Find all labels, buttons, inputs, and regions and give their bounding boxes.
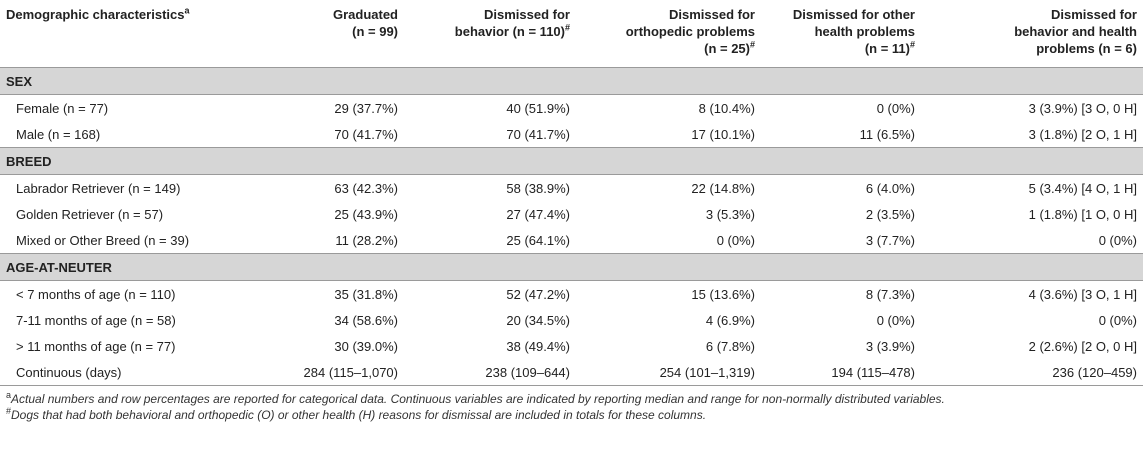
table-row: Mixed or Other Breed (n = 39) 11 (28.2%) 2… bbox=[0, 227, 1143, 254]
row-label: Golden Retriever (n = 57) bbox=[16, 206, 164, 222]
table-cell: 0 (0%) bbox=[716, 232, 755, 248]
row-label: Female (n = 77) bbox=[16, 100, 109, 116]
section-header-row: SEX bbox=[0, 67, 1143, 95]
table-cell: 40 (51.9%) bbox=[506, 100, 570, 116]
table-cell: 22 (14.8%) bbox=[691, 180, 755, 196]
table-cell: 38 (49.4%) bbox=[506, 338, 570, 354]
table-row: < 7 months of age (n = 110) 35 (31.8%) 52 … bbox=[0, 281, 1143, 308]
table-cell: 11 (6.5%) bbox=[859, 126, 915, 142]
row-label: < 7 months of age (n = 110) bbox=[16, 286, 176, 302]
table-cell: 194 (115–478) bbox=[761, 359, 921, 386]
table-cell: 3 (5.3%) bbox=[705, 206, 755, 222]
table-cell: 284 (115–1,070) bbox=[238, 359, 404, 386]
table-cell: 0 (0%) bbox=[876, 100, 915, 116]
section-title: AGE-AT-NEUTER bbox=[0, 253, 1143, 281]
table-row: Golden Retriever (n = 57) 25 (43.9%) 27 (4… bbox=[0, 201, 1143, 227]
table-cell: 70 (41.7%) bbox=[334, 126, 398, 142]
table-cell: 0 (0%) bbox=[1098, 232, 1137, 248]
header-dismissed-orthopedic: Dismissed for orthopedic problems (n = 25)… bbox=[625, 7, 755, 56]
table-cell: 29 (37.7%) bbox=[334, 100, 398, 116]
table-cell: 4 (3.6%) [3 O, 1 H] bbox=[1028, 286, 1137, 302]
table-row: Female (n = 77) 29 (37.7%) 40 (51.9%) 8 (10… bbox=[0, 95, 1143, 122]
table-cell: 25 (64.1%) bbox=[506, 232, 570, 248]
header-graduated: Graduated (n = 99) bbox=[332, 7, 398, 39]
table-cell: 30 (39.0%) bbox=[334, 338, 398, 354]
row-label: Continuous (days) bbox=[0, 359, 238, 386]
row-label: Mixed or Other Breed (n = 39) bbox=[16, 232, 190, 248]
table-cell: 3 (1.8%) [2 O, 1 H] bbox=[1028, 126, 1137, 142]
table-cell: 58 (38.9%) bbox=[506, 180, 570, 196]
section-title: BREED bbox=[0, 147, 1143, 175]
row-label: 7-11 months of age (n = 58) bbox=[16, 312, 176, 328]
table-cell: 254 (101–1,319) bbox=[576, 359, 761, 386]
header-demographic: Demographic characteristicsa bbox=[6, 5, 190, 22]
section-title: SEX bbox=[0, 67, 1143, 95]
section-header-row: BREED bbox=[0, 147, 1143, 175]
table-body: SEX Female (n = 77) 29 (37.7%) 40 (51.9%) 8 … bbox=[0, 67, 1143, 386]
table-cell: 236 (120–459) bbox=[921, 359, 1143, 386]
footnote-a: aActual numbers and row percentages are … bbox=[6, 390, 945, 407]
table-cell: 11 (28.2%) bbox=[335, 232, 398, 248]
row-label: Labrador Retriever (n = 149) bbox=[16, 180, 181, 196]
header-dismissed-behavior: Dismissed for behavior (n = 110)# bbox=[454, 7, 570, 39]
table-cell: 20 (34.5%) bbox=[506, 312, 570, 328]
table-cell: 0 (0%) bbox=[1098, 312, 1137, 328]
table-cell: 3 (3.9%) bbox=[865, 338, 915, 354]
header-dismissed-behavior-health: Dismissed for behavior and health problems… bbox=[1014, 7, 1137, 56]
footnote-b: #Dogs that had both behavioral and ortho… bbox=[6, 406, 707, 423]
table-cell: 3 (3.9%) [3 O, 0 H] bbox=[1028, 100, 1137, 116]
table-cell: 5 (3.4%) [4 O, 1 H] bbox=[1028, 180, 1137, 196]
table-cell: 27 (47.4%) bbox=[506, 206, 570, 222]
table-cell: 8 (7.3%) bbox=[865, 286, 915, 302]
table-cell: 1 (1.8%) [1 O, 0 H] bbox=[1028, 206, 1137, 222]
table-cell: 4 (6.9%) bbox=[705, 312, 755, 328]
table-cell: 70 (41.7%) bbox=[506, 126, 570, 142]
table-row: Male (n = 168) 70 (41.7%) 70 (41.7%) 17 (10… bbox=[0, 121, 1143, 148]
demographics-table: Demographic characteristicsa Graduated (n… bbox=[0, 0, 1143, 386]
table-row: > 11 months of age (n = 77) 30 (39.0%) 38 … bbox=[0, 333, 1143, 359]
table-row: Labrador Retriever (n = 149) 63 (42.3%) 58… bbox=[0, 175, 1143, 202]
header-dismissed-other-health: Dismissed for other health problems (n = 1… bbox=[792, 7, 915, 56]
table-cell: 35 (31.8%) bbox=[334, 286, 398, 302]
table-cell: 2 (2.6%) [2 O, 0 H] bbox=[1028, 338, 1137, 354]
table-cell: 8 (10.4%) bbox=[698, 100, 755, 116]
table-row: Continuous (days) 284 (115–1,070) 238 (109… bbox=[0, 359, 1143, 386]
table-cell: 25 (43.9%) bbox=[334, 206, 398, 222]
table-cell: 238 (109–644) bbox=[404, 359, 576, 386]
table-row: 7-11 months of age (n = 58) 34 (58.6%) 20 … bbox=[0, 307, 1143, 333]
table-cell: 52 (47.2%) bbox=[506, 286, 570, 302]
table-cell: 6 (4.0%) bbox=[865, 180, 915, 196]
section-header-row: AGE-AT-NEUTER bbox=[0, 253, 1143, 281]
table-cell: 15 (13.6%) bbox=[691, 286, 755, 302]
row-label: Male (n = 168) bbox=[16, 126, 101, 142]
table-cell: 0 (0%) bbox=[876, 312, 915, 328]
table-cell: 3 (7.7%) bbox=[865, 232, 915, 248]
header-row: Demographic characteristicsa Graduated (n… bbox=[0, 0, 1143, 68]
row-label: > 11 months of age (n = 77) bbox=[16, 338, 176, 354]
table-cell: 63 (42.3%) bbox=[334, 180, 398, 196]
table-cell: 34 (58.6%) bbox=[334, 312, 398, 328]
table-cell: 17 (10.1%) bbox=[691, 126, 755, 142]
table-cell: 2 (3.5%) bbox=[865, 206, 915, 222]
table-cell: 6 (7.8%) bbox=[705, 338, 755, 354]
